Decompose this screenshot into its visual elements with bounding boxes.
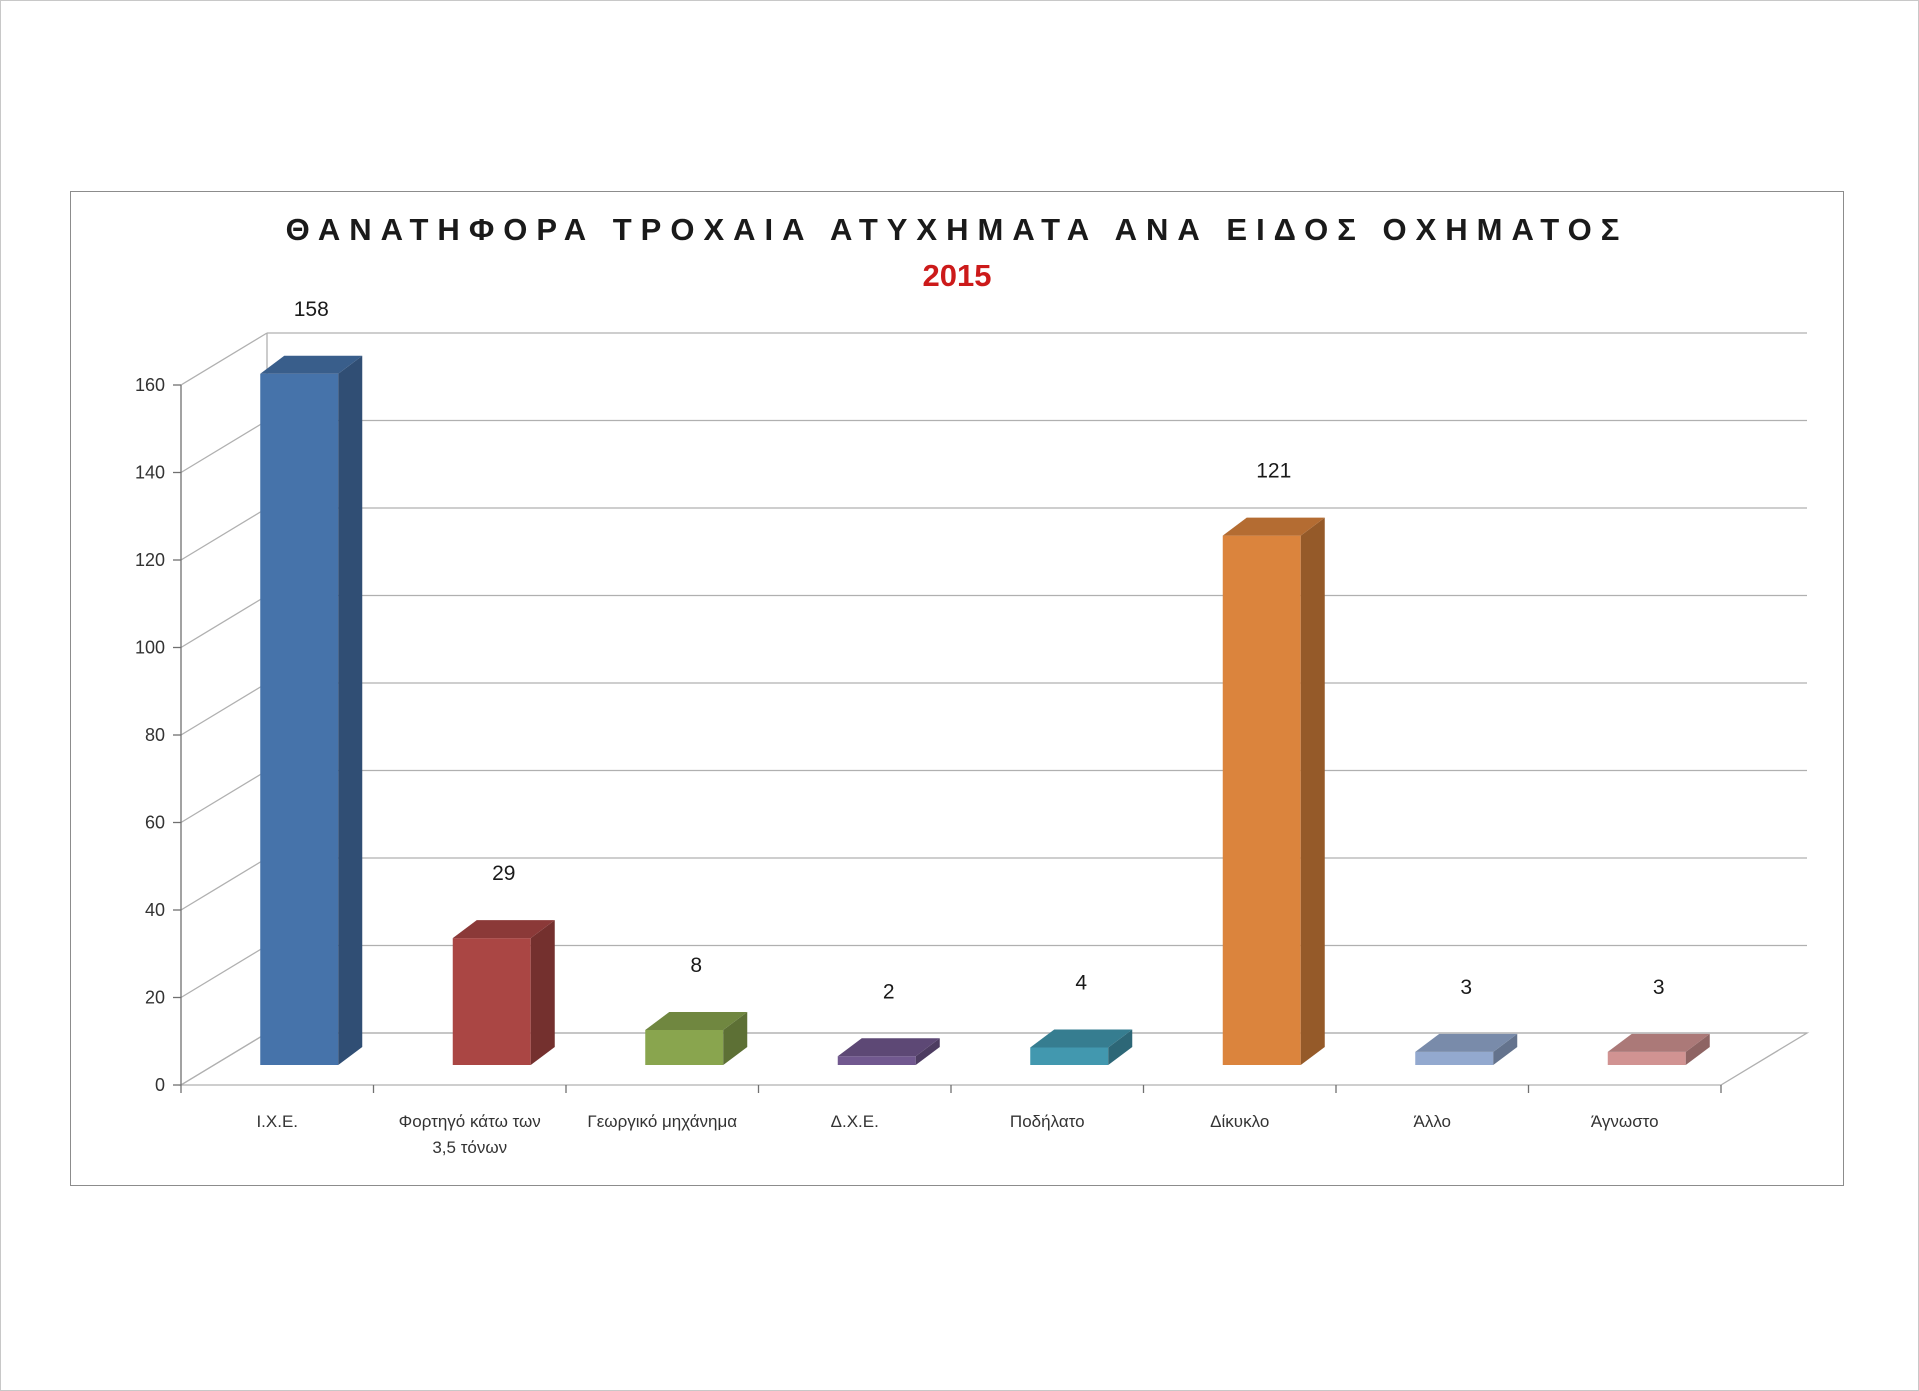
- bar-side: [1685, 1033, 1710, 1065]
- x-tick-label: Άγνωστο: [1591, 1112, 1659, 1131]
- x-tick-label: Άλλο: [1413, 1112, 1451, 1131]
- bar-top: [645, 1012, 748, 1030]
- y-tick-label: 160: [135, 375, 165, 395]
- side-gridline: [180, 419, 268, 474]
- bar-top: [452, 920, 555, 939]
- bar-front: [645, 1030, 724, 1065]
- bar: [1222, 517, 1325, 1065]
- side-gridline: [180, 1032, 268, 1086]
- data-label: 3: [1460, 976, 1472, 999]
- bar-top: [1030, 1029, 1133, 1048]
- chart-subtitle: 2015: [922, 258, 992, 293]
- bar: [645, 1012, 748, 1065]
- data-label: 8: [690, 954, 702, 977]
- data-label: 29: [492, 862, 515, 885]
- bar-front: [1222, 535, 1301, 1065]
- side-gridline: [180, 507, 268, 561]
- side-gridline: [180, 682, 268, 736]
- bar-side: [1300, 517, 1325, 1065]
- side-gridline: [180, 332, 268, 386]
- bar-front: [260, 373, 339, 1065]
- bar-side: [1108, 1029, 1133, 1065]
- bar-side: [530, 920, 555, 1065]
- bar: [1030, 1029, 1133, 1065]
- bar-front: [1607, 1051, 1686, 1065]
- y-tick-label: 0: [155, 1075, 165, 1095]
- side-gridline: [180, 594, 268, 649]
- x-tick-label: Φορτηγό κάτω των 3,5 τόνων: [399, 1112, 541, 1157]
- y-tick-label: 100: [135, 638, 165, 658]
- x-tick-label: Δίκυκλο: [1210, 1112, 1269, 1131]
- y-tick-label: 80: [145, 725, 165, 745]
- data-label: 121: [1256, 460, 1291, 483]
- data-label: 3: [1653, 976, 1665, 999]
- bar-top: [260, 355, 363, 374]
- chart-frame: 0 20 40 60 80 100 120 140 160 158 Ι.Χ.Ε. 29 Φορτηγό …: [70, 191, 1844, 1186]
- bar-side: [915, 1038, 940, 1065]
- floor-plane: [178, 1032, 1810, 1086]
- bar-top: [1222, 517, 1325, 536]
- bar: [1607, 1033, 1710, 1065]
- y-tick-label: 120: [135, 550, 165, 570]
- labels: 0 20 40 60 80 100 120 140 160 158 Ι.Χ.Ε. 29 Φορτηγό …: [135, 298, 1665, 1157]
- bar-front: [452, 938, 531, 1065]
- bar-side: [723, 1012, 748, 1065]
- data-label: 158: [294, 298, 329, 321]
- y-tick-label: 140: [135, 463, 165, 483]
- bar-top: [1607, 1033, 1710, 1052]
- bar-front: [1415, 1051, 1494, 1065]
- bar-top: [1415, 1033, 1518, 1052]
- bar-front: [1030, 1047, 1109, 1065]
- bar-chart: 0 20 40 60 80 100 120 140 160 158 Ι.Χ.Ε. 29 Φορτηγό …: [135, 298, 1810, 1157]
- data-label: 4: [1075, 972, 1087, 995]
- bar-side: [1493, 1033, 1518, 1065]
- bars: [260, 355, 1710, 1065]
- bar-side: [338, 355, 363, 1065]
- side-gridline: [180, 944, 268, 999]
- side-gridline: [180, 857, 268, 911]
- axes: [173, 384, 1722, 1093]
- y-tick-label: 20: [145, 988, 165, 1008]
- chart-title: ΘΑΝΑΤΗΦΟΡΑ ΤΡΟΧΑΙΑ ΑΤΥΧΗΜΑΤΑ ΑΝΑ ΕΙΔΟΣ Ο…: [285, 212, 1629, 247]
- bar: [1415, 1033, 1518, 1065]
- y-tick-label: 60: [145, 813, 165, 833]
- bar-front: [837, 1056, 916, 1065]
- side-gridline: [180, 769, 268, 824]
- y-tick-label: 40: [145, 900, 165, 920]
- gridlines: [178, 332, 1810, 1086]
- x-tick-label: Δ.Χ.Ε.: [831, 1112, 879, 1131]
- bar: [837, 1038, 940, 1065]
- bar: [260, 355, 363, 1065]
- x-tick-label: Ποδήλατο: [1010, 1112, 1085, 1131]
- bar-top: [837, 1038, 940, 1057]
- bar: [452, 920, 555, 1065]
- data-label: 2: [883, 980, 895, 1003]
- x-tick-label: Γεωργικό μηχάνημα: [587, 1112, 737, 1131]
- x-tick-label: Ι.Χ.Ε.: [256, 1112, 298, 1131]
